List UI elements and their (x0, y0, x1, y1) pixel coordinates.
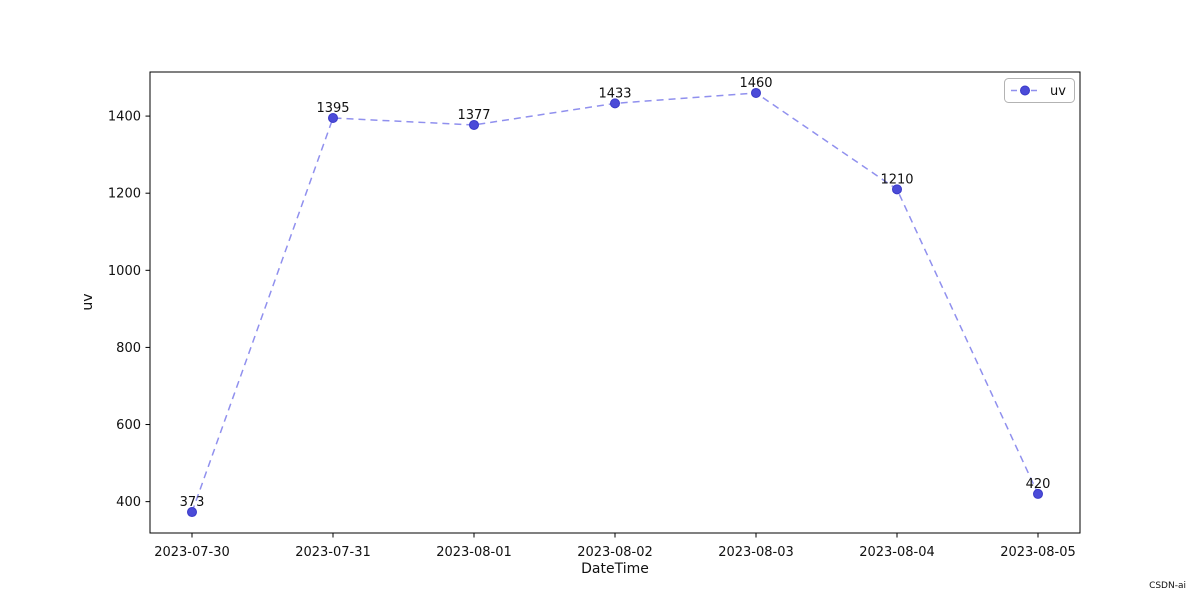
x-axis-label: DateTime (581, 561, 649, 577)
series-line (191, 92, 1039, 513)
y-tick-label: 1200 (108, 187, 141, 202)
data-point-marker (187, 507, 197, 518)
watermark: CSDN-ai (1149, 581, 1186, 591)
data-point-marker (751, 87, 761, 98)
y-tick-label: 400 (116, 495, 141, 510)
x-tick-label: 2023-08-05 (1000, 545, 1076, 560)
legend-marker-sample (1020, 85, 1030, 96)
legend-label: uv (1050, 84, 1066, 99)
x-tick-label: 2023-08-02 (577, 545, 653, 560)
data-point-label: 373 (180, 495, 205, 510)
x-tick-label: 2023-07-30 (154, 545, 230, 560)
x-tick-label: 2023-08-04 (859, 545, 935, 560)
y-tick-label: 1000 (108, 264, 141, 279)
data-point-marker (469, 119, 479, 130)
y-axis-label: uv (80, 293, 96, 310)
x-tick-label: 2023-08-03 (718, 545, 794, 560)
y-tick-label: 600 (116, 418, 141, 433)
plot-frame (149, 71, 1081, 534)
legend: uv (1004, 78, 1075, 103)
data-point-label: 1377 (457, 108, 490, 123)
data-point-label: 420 (1026, 477, 1051, 492)
data-point-label: 1460 (739, 76, 772, 91)
data-point-label: 1210 (880, 172, 913, 187)
data-point-label: 1395 (316, 101, 349, 116)
legend-box (1004, 78, 1075, 103)
data-point-label: 1433 (598, 86, 631, 101)
y-tick-label: 800 (116, 341, 141, 356)
y-tick-label: 1400 (108, 110, 141, 125)
plot-area: 400 600 800 1000 1200 1400 2023-07-30 2023-07-3… (108, 71, 1081, 560)
data-point-marker (1033, 488, 1043, 499)
data-point-marker (610, 98, 620, 109)
x-tick-label: 2023-08-01 (436, 545, 512, 560)
data-point-marker (328, 113, 338, 124)
data-point-marker (892, 184, 902, 195)
x-tick-label: 2023-07-31 (295, 545, 371, 560)
